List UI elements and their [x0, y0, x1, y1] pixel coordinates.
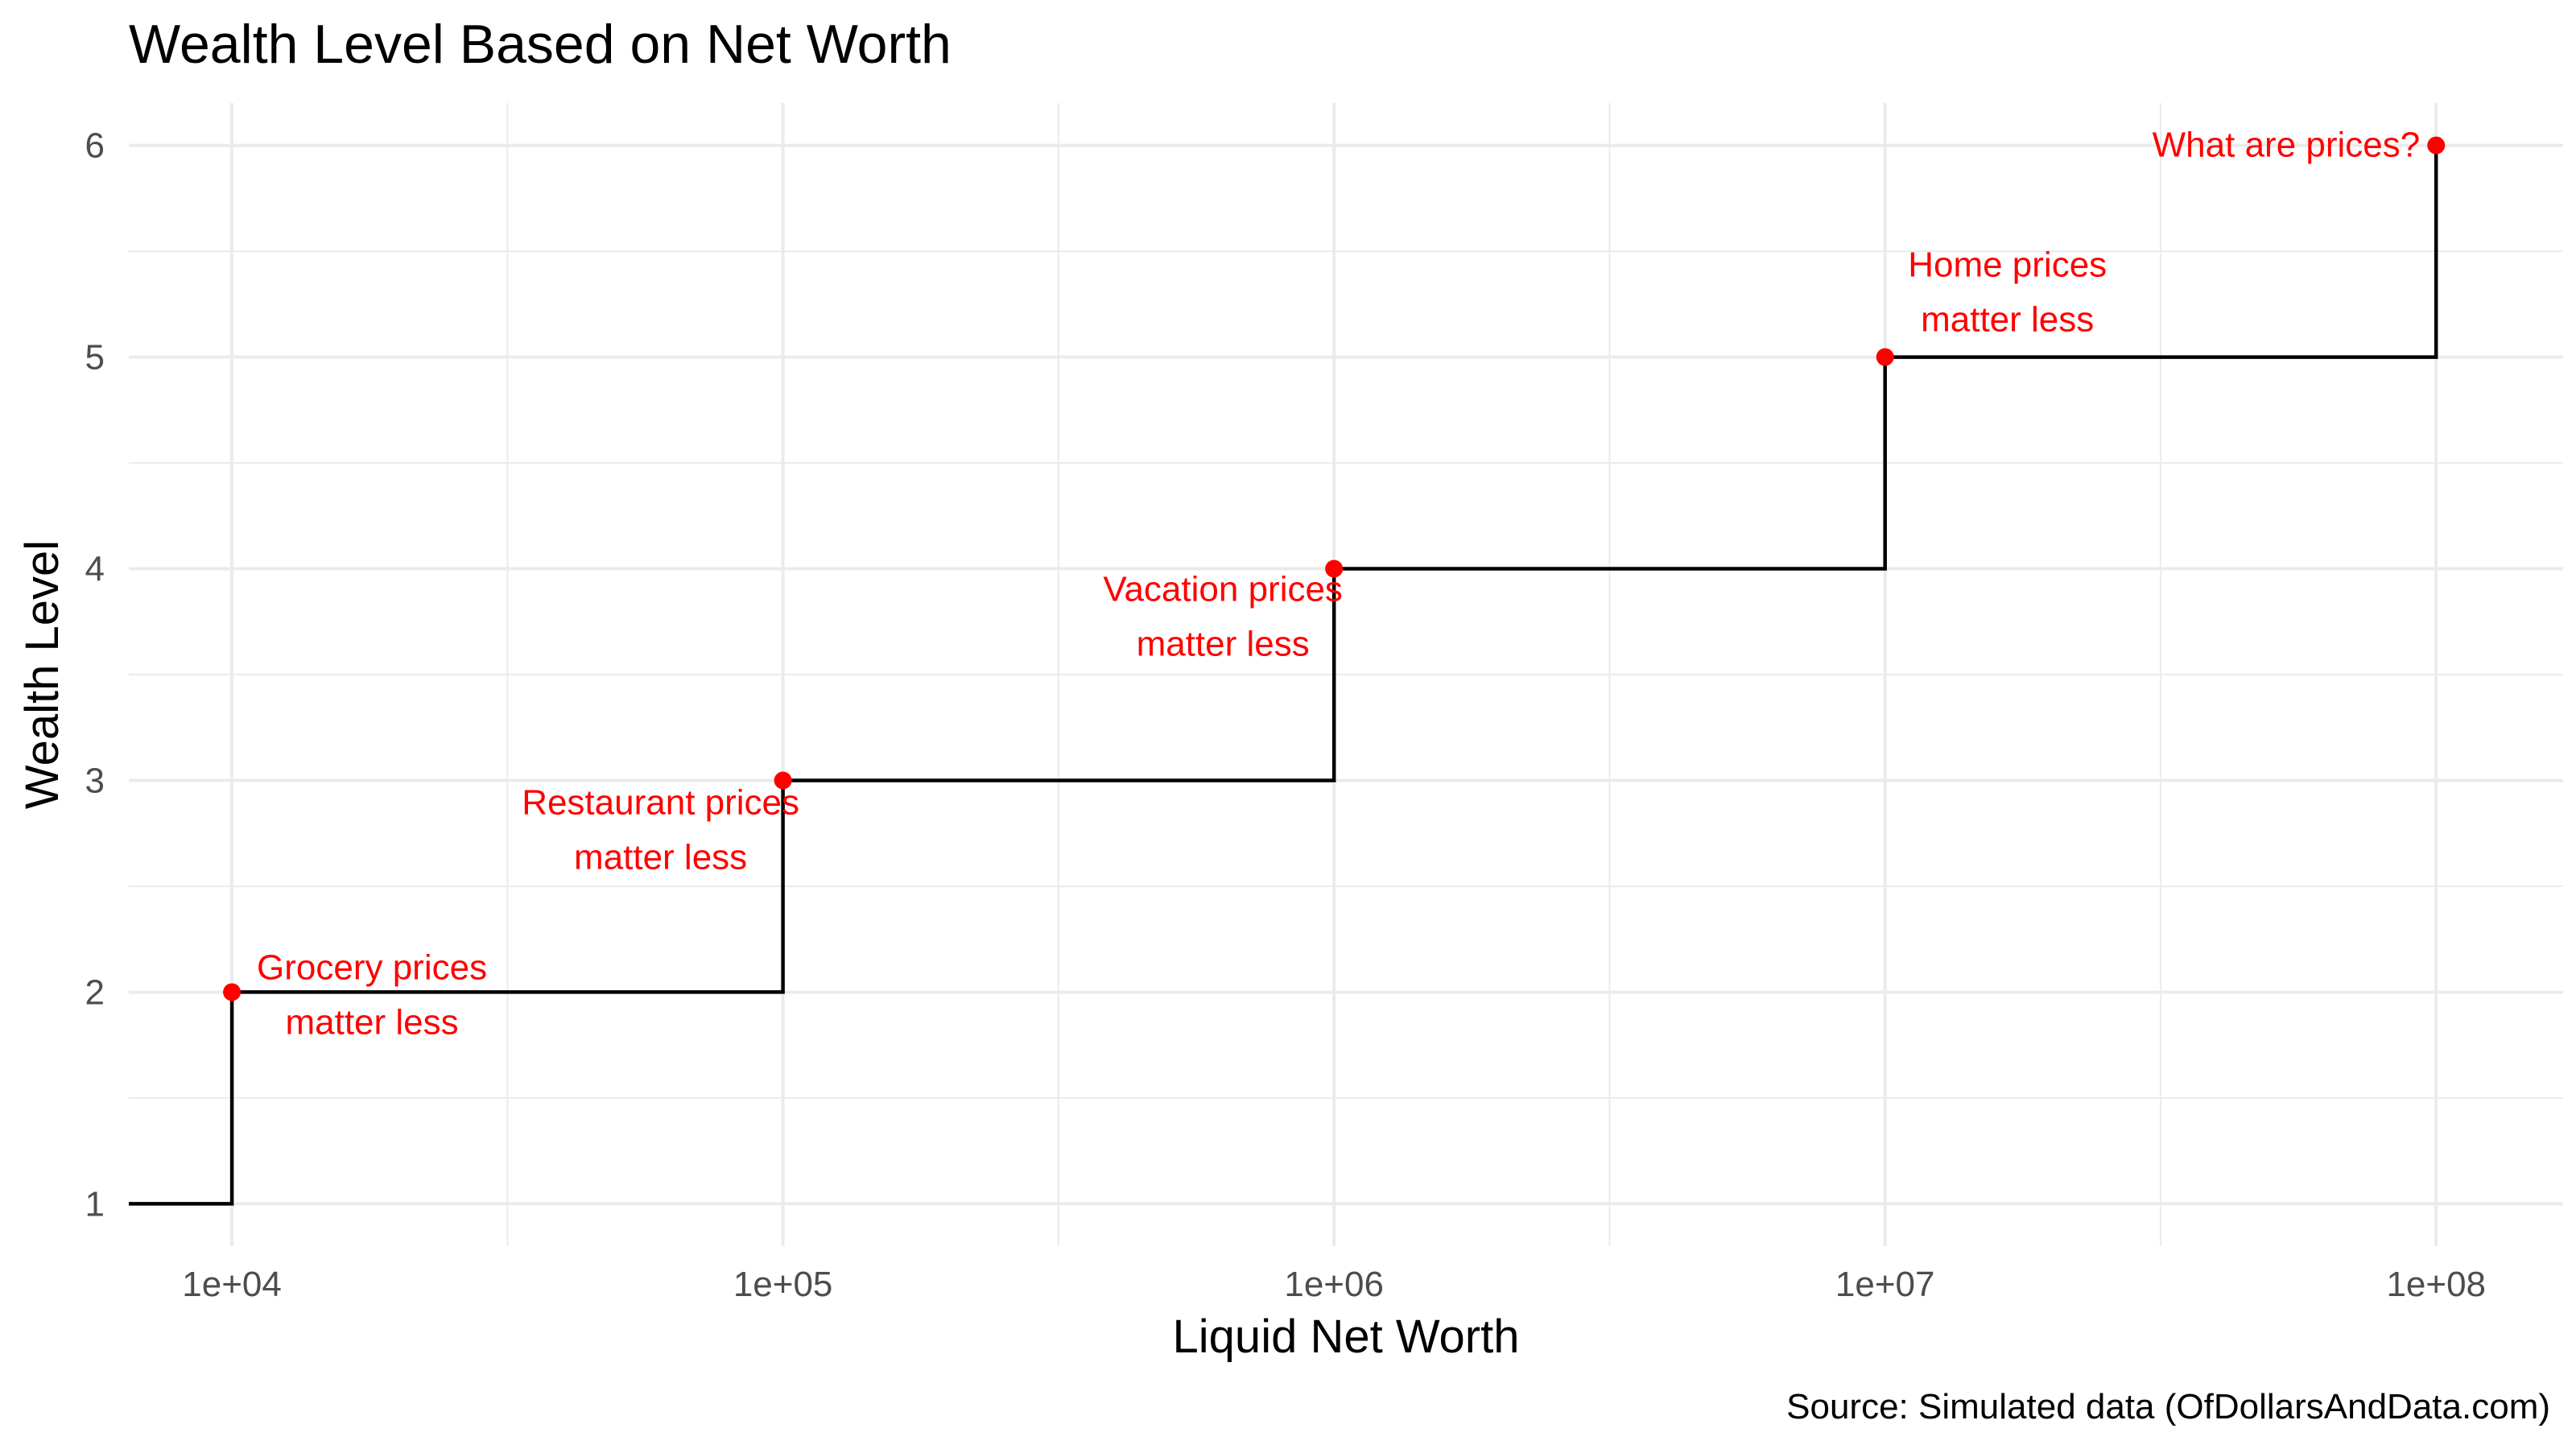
- y-tick-label: 2: [85, 972, 105, 1012]
- annotation-layer: Grocery prices matter less Restaurant pric…: [257, 126, 2420, 1042]
- point-annotation: Grocery prices: [257, 947, 487, 987]
- x-tick-label: 1e+04: [182, 1265, 282, 1304]
- x-tick-label: 1e+08: [2386, 1265, 2486, 1304]
- data-point: [2427, 136, 2446, 155]
- y-tick-label: 4: [85, 550, 105, 589]
- point-annotation: matter less: [285, 1002, 458, 1042]
- point-annotation: matter less: [574, 837, 747, 877]
- chart-title: Wealth Level Based on Net Worth: [129, 14, 952, 75]
- point-annotation: What are prices?: [2153, 126, 2421, 165]
- point-layer: [223, 136, 2446, 1001]
- point-annotation: matter less: [1921, 300, 2094, 340]
- data-point: [774, 771, 792, 790]
- point-annotation: matter less: [1137, 625, 1310, 664]
- data-point: [1876, 348, 1894, 366]
- x-tick-label: 1e+07: [1835, 1265, 1935, 1304]
- x-tick-layer: 1e+04 1e+05 1e+06 1e+07 1e+08: [182, 1265, 2486, 1304]
- y-tick-label: 5: [85, 338, 105, 378]
- source-caption: Source: Simulated data (OfDollarsAndData…: [1786, 1387, 2550, 1426]
- step-line: [129, 145, 2438, 1206]
- point-annotation: Vacation prices: [1103, 570, 1343, 609]
- y-tick-label: 1: [85, 1184, 105, 1224]
- y-tick-label: 6: [85, 126, 105, 166]
- data-point: [223, 983, 242, 1001]
- step-layer: [129, 145, 2438, 1206]
- point-annotation: Home prices: [1908, 246, 2107, 285]
- grid-layer: [129, 103, 2563, 1246]
- y-tick-label: 3: [85, 761, 105, 800]
- x-tick-label: 1e+05: [733, 1265, 833, 1304]
- data-point: [1325, 559, 1344, 578]
- x-tick-label: 1e+06: [1284, 1265, 1384, 1304]
- y-tick-layer: 1 2 3 4 5 6: [85, 126, 105, 1224]
- x-axis-title: Liquid Net Worth: [1173, 1311, 1520, 1363]
- point-annotation: Restaurant prices: [522, 782, 799, 822]
- y-axis-title: Wealth Level: [16, 540, 68, 809]
